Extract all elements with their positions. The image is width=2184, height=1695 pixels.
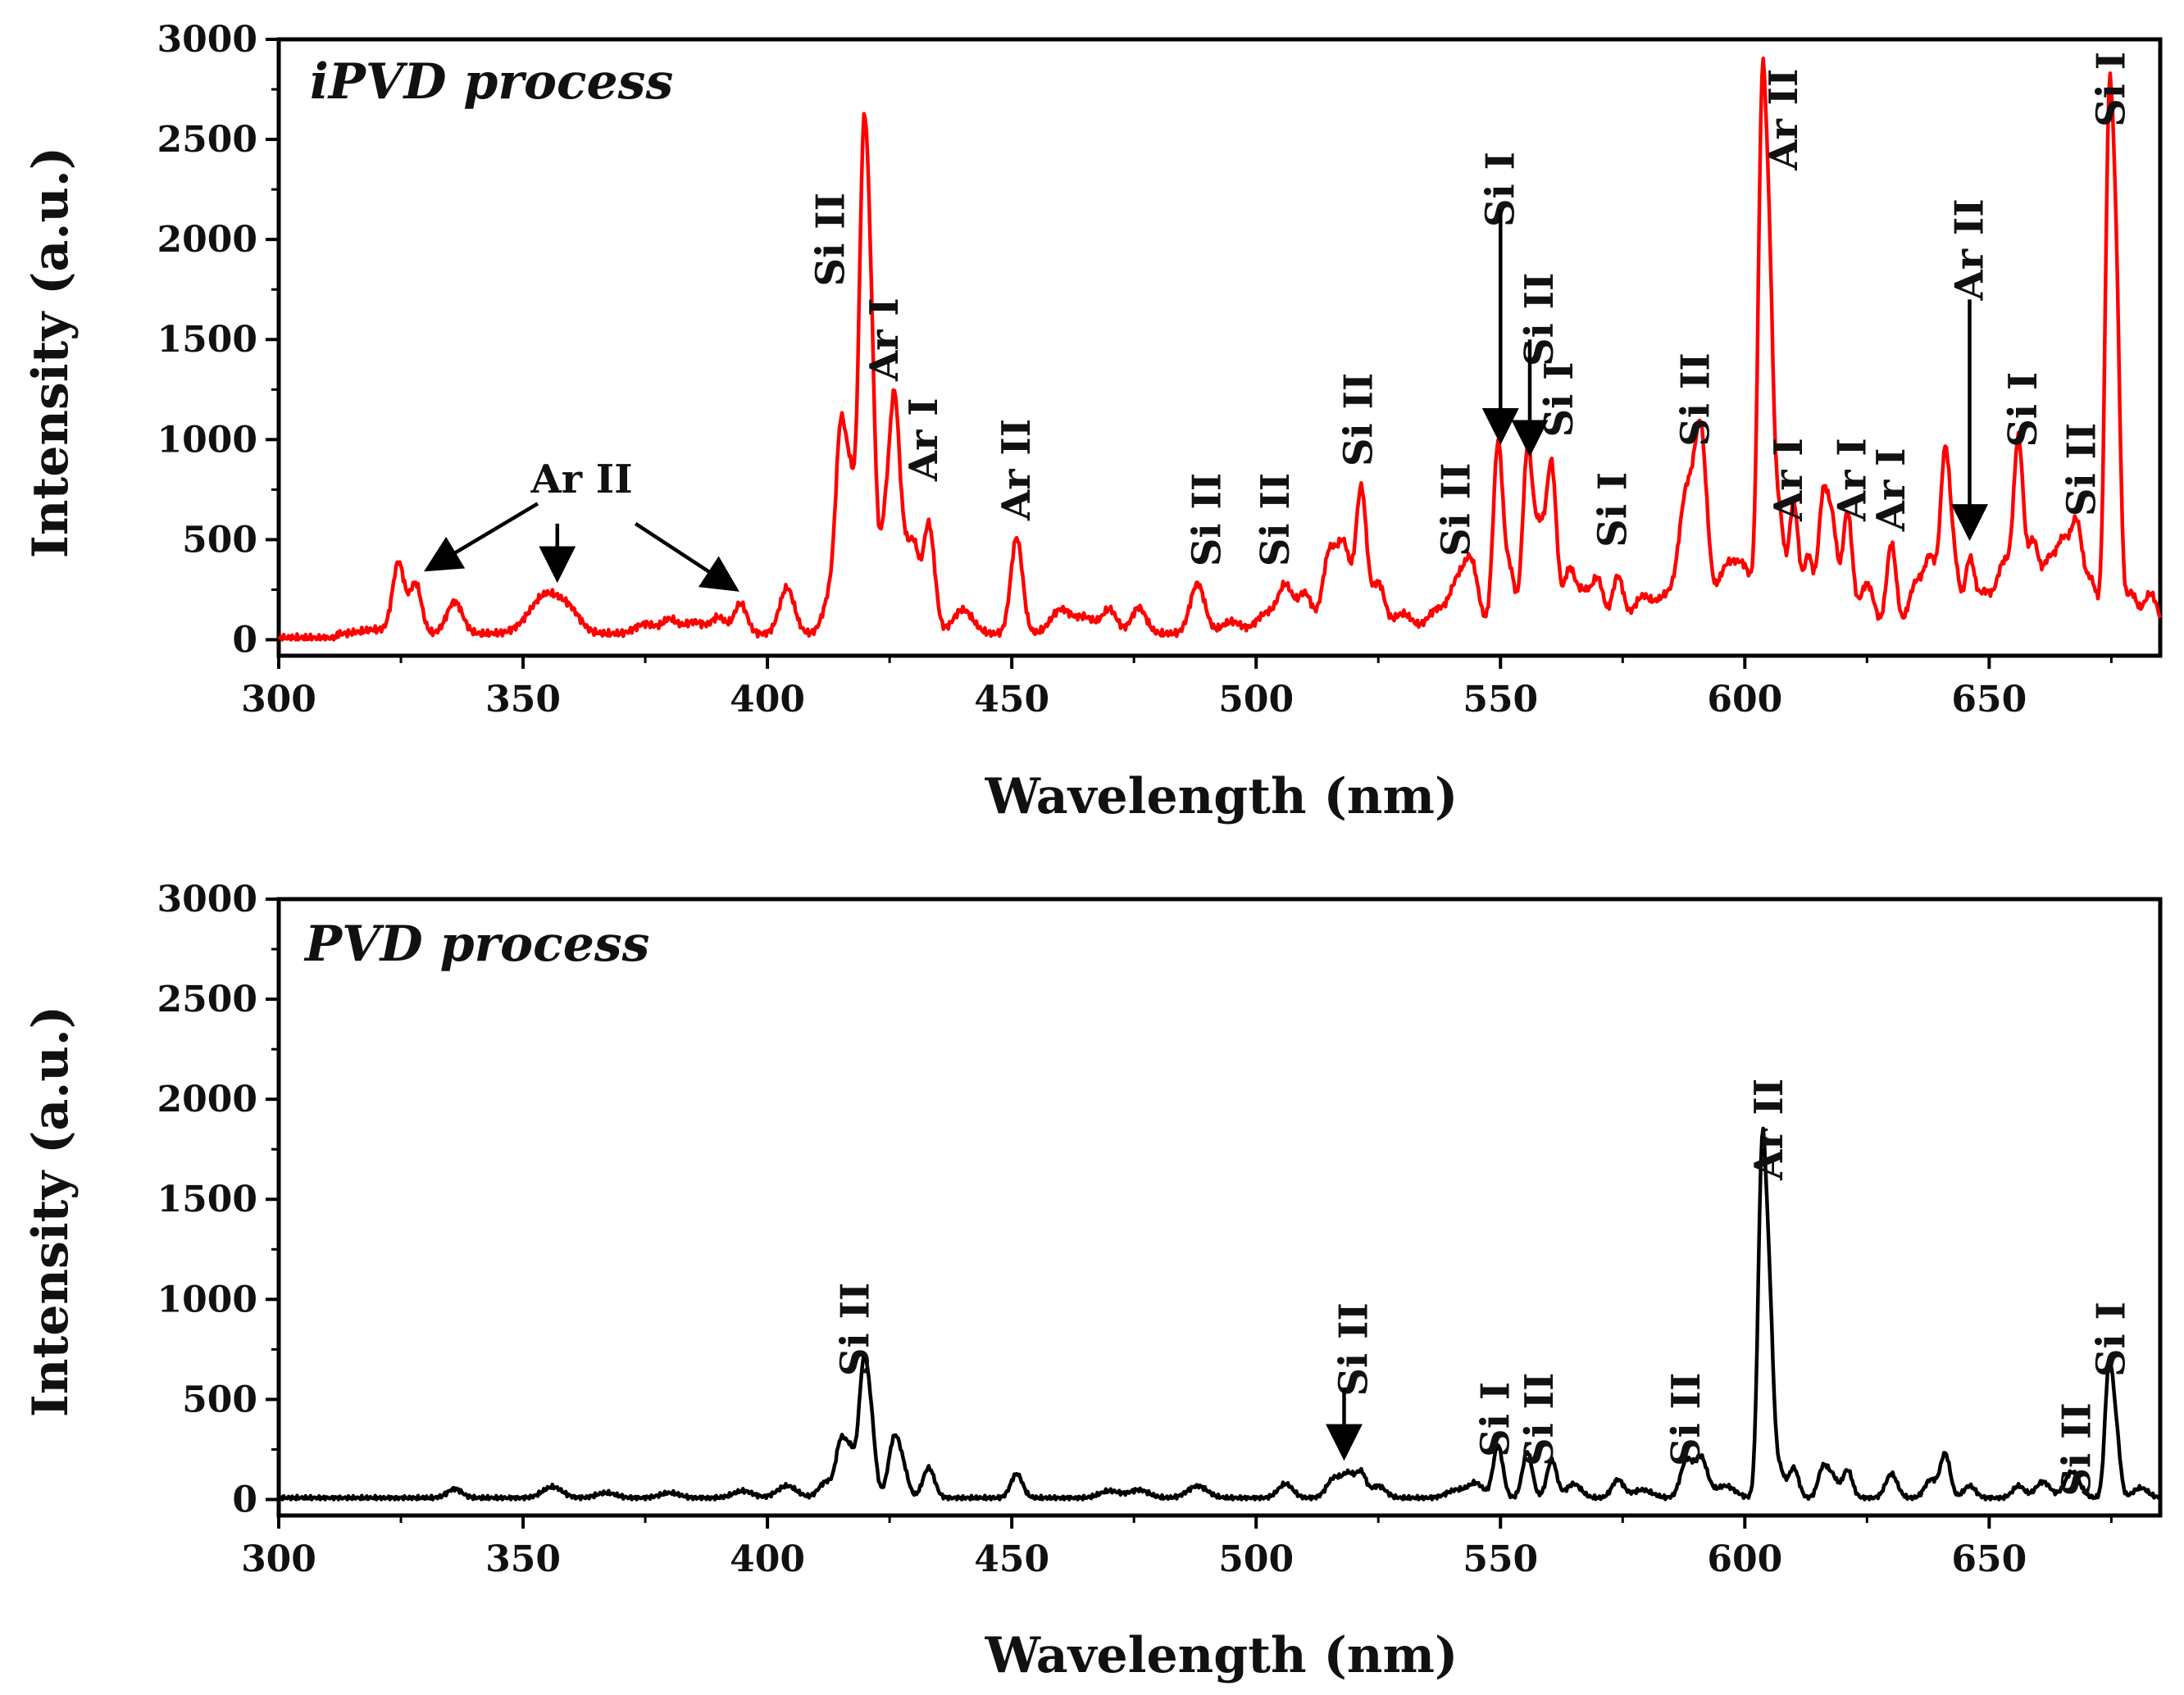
ipvd-x-tick-label: 550 — [1463, 679, 1538, 720]
pvd-y-axis-title: Intensity (a.u.) — [22, 1006, 80, 1417]
ipvd-y-tick-label: 500 — [182, 519, 257, 561]
ipvd-ticks: 300 350 400 450 500 550 600 650 0 500 1000 1500 2000… — [157, 19, 2113, 720]
ipvd-x-tick-label: 400 — [730, 679, 805, 720]
ipvd-peak-label: Ar II — [1761, 69, 1807, 171]
pvd-y-tick-label: 500 — [182, 1379, 257, 1420]
pvd-panel-label: PVD process — [303, 916, 649, 973]
ipvd-peak-label: Si I — [2088, 52, 2134, 127]
ipvd-x-tick-label: 500 — [1218, 679, 1294, 720]
pvd-y-tick-label: 1000 — [157, 1279, 257, 1320]
ipvd-peak-label: Si II — [1185, 473, 1231, 567]
ipvd-peak-label: Si I — [1536, 361, 1582, 437]
ipvd-spectrum-line — [277, 57, 2163, 642]
ipvd-panel-label: iPVD process — [310, 53, 673, 111]
ipvd-x-tick-label: 300 — [241, 679, 316, 720]
ipvd-annotation-arrow — [634, 522, 739, 592]
ipvd-peak-label: Si II — [1434, 463, 1480, 557]
ipvd-y-tick-label: 2000 — [157, 219, 257, 261]
ipvd-x-tick-label: 600 — [1707, 679, 1782, 720]
ipvd-peak-label: Si II — [1517, 273, 1563, 367]
pvd-peak-label: Si I — [2088, 1302, 2134, 1377]
pvd-x-axis-title: Wavelength (nm) — [985, 1627, 1458, 1684]
ipvd-peak-label: Si I — [1590, 472, 1636, 548]
pvd-spectrum-line — [277, 1126, 2161, 1502]
ipvd-y-tick-label: 1000 — [157, 419, 257, 461]
pvd-peak-label: Si II — [832, 1283, 878, 1377]
ipvd-chart: 300 350 400 450 500 550 600 650 0 500 1000 1500 2000… — [22, 19, 2163, 825]
ipvd-peak-label: Si II — [2059, 423, 2105, 517]
ipvd-x-tick-label: 450 — [974, 679, 1049, 720]
pvd-peak-label: Si II — [1663, 1373, 1709, 1467]
ipvd-peak-label: Ar II — [1947, 198, 1993, 301]
ipvd-peak-label: Si II — [1253, 473, 1299, 567]
ipvd-annotation-arrow — [424, 502, 539, 572]
pvd-y-tick-label: 1500 — [157, 1179, 257, 1220]
ipvd-peak-label: Si II — [1335, 373, 1381, 467]
pvd-peak-label: Ar II — [1746, 1079, 1792, 1181]
ipvd-y-tick-label: 0 — [232, 619, 257, 661]
ipvd-peak-label: Ar II — [530, 457, 633, 502]
pvd-peak-label: Si I — [1472, 1382, 1518, 1457]
pvd-x-tick-label: 650 — [1951, 1538, 2027, 1580]
ipvd-peak-label: Ar I — [862, 298, 908, 382]
ipvd-peak-label: Ar I — [901, 398, 947, 482]
ipvd-y-tick-label: 1500 — [157, 319, 257, 361]
ipvd-peak-label: Ar I — [1868, 448, 1914, 533]
pvd-x-tick-label: 450 — [974, 1538, 1049, 1580]
ipvd-x-axis-title: Wavelength (nm) — [985, 768, 1458, 825]
pvd-peak-label: Si II — [2054, 1402, 2100, 1497]
ipvd-peak-label: Ar II — [994, 419, 1040, 521]
ipvd-plot-frame — [276, 37, 2163, 658]
ipvd-x-tick-label: 350 — [485, 679, 561, 720]
pvd-x-tick-label: 350 — [485, 1538, 561, 1580]
ipvd-peak-label: Ar I — [1830, 438, 1876, 522]
ipvd-peak-label: Si I — [2000, 372, 2046, 448]
pvd-x-tick-label: 300 — [241, 1538, 316, 1580]
pvd-x-tick-label: 600 — [1707, 1538, 1782, 1580]
ipvd-y-axis-title: Intensity (a.u.) — [22, 147, 80, 558]
ipvd-peak-label: Si II — [1673, 352, 1719, 447]
pvd-peak-label: Si II — [1331, 1302, 1376, 1397]
pvd-y-tick-label: 2500 — [157, 979, 257, 1020]
pvd-x-tick-label: 400 — [730, 1538, 805, 1580]
pvd-peak-label: Si II — [1517, 1373, 1563, 1467]
pvd-ticks: 300 350 400 450 500 550 600 650 0 500 1000 1500 2000… — [157, 879, 2113, 1580]
pvd-chart: 300 350 400 450 500 550 600 650 0 500 1000 1500 2000… — [22, 879, 2163, 1684]
pvd-y-tick-label: 3000 — [157, 879, 257, 920]
ipvd-y-tick-label: 3000 — [157, 19, 257, 61]
ipvd-x-tick-label: 650 — [1951, 679, 2027, 720]
pvd-y-tick-label: 0 — [232, 1479, 257, 1520]
pvd-plot-frame — [276, 897, 2163, 1518]
ipvd-peak-label: Ar I — [1766, 438, 1812, 522]
pvd-y-tick-label: 2000 — [157, 1079, 257, 1120]
pvd-x-tick-label: 500 — [1218, 1538, 1294, 1580]
ipvd-y-tick-label: 2500 — [157, 119, 257, 161]
pvd-x-tick-label: 550 — [1463, 1538, 1538, 1580]
ipvd-peak-label: Si II — [808, 193, 854, 287]
